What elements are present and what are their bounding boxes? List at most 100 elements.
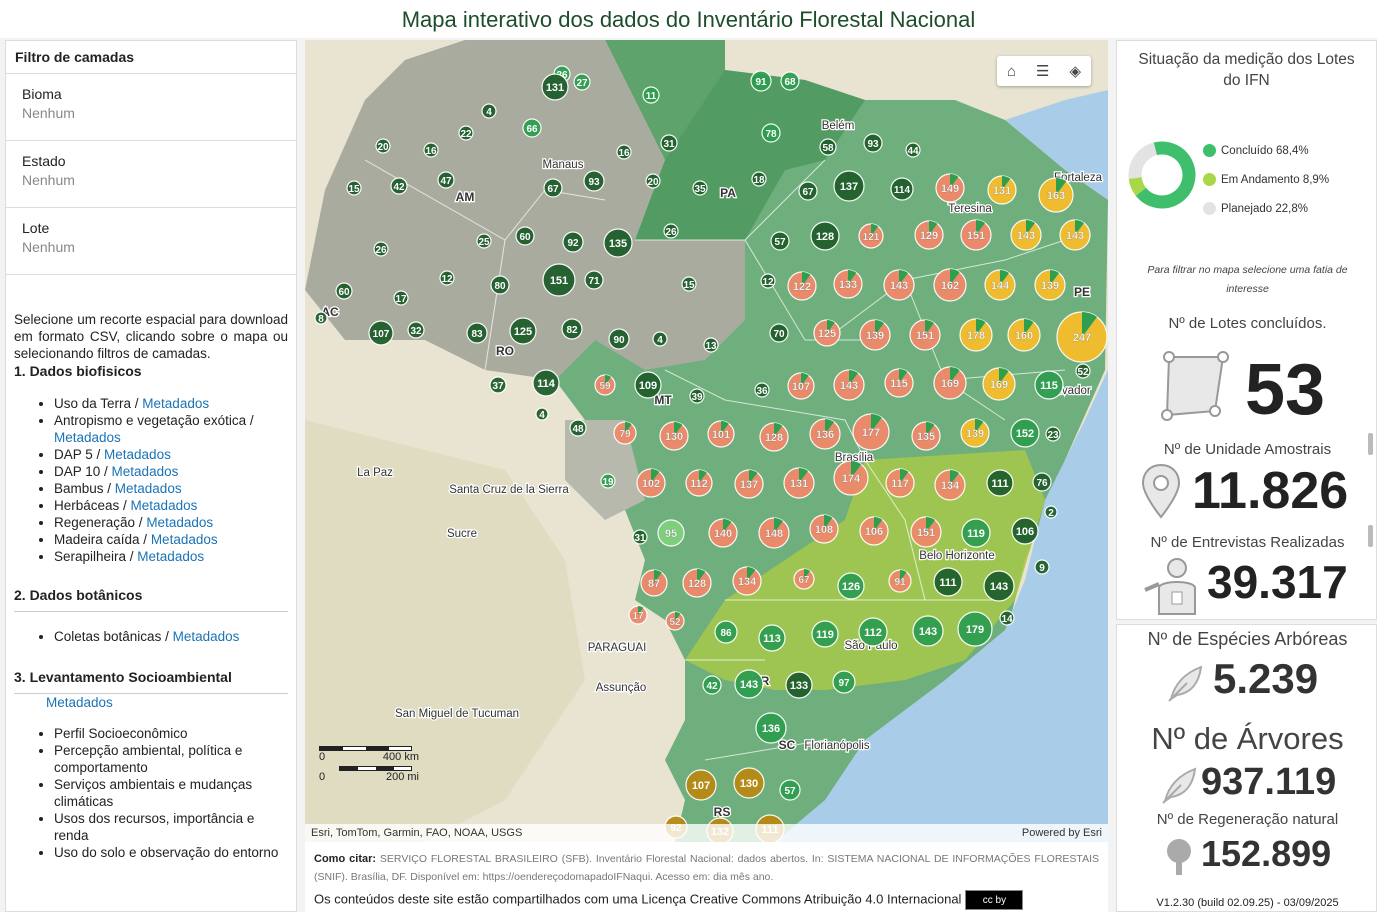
legend-andamento[interactable]: Em Andamento 8,9%: [1203, 165, 1329, 194]
metadata-link[interactable]: Metadados: [137, 549, 205, 564]
cluster-marker[interactable]: [1045, 426, 1061, 442]
cluster-marker[interactable]: [702, 675, 722, 695]
cluster-marker[interactable]: [833, 170, 865, 202]
cluster-marker[interactable]: [986, 469, 1014, 497]
cluster-marker[interactable]: [750, 70, 772, 92]
cluster-marker[interactable]: [769, 323, 789, 343]
cluster-marker[interactable]: [890, 177, 914, 201]
cluster-marker[interactable]: [1034, 559, 1050, 575]
metadata-link[interactable]: Metadados: [172, 629, 240, 644]
cluster-marker[interactable]: [733, 767, 765, 799]
cluster-marker[interactable]: [760, 273, 776, 289]
cluster-marker[interactable]: [561, 318, 583, 340]
donut-slice-1[interactable]: [1128, 176, 1147, 196]
cluster-marker[interactable]: [390, 177, 408, 195]
donut-slice-2[interactable]: [1128, 142, 1158, 179]
metadata-link[interactable]: Metadados: [142, 396, 210, 411]
cluster-marker[interactable]: [335, 282, 353, 300]
cluster-marker[interactable]: [657, 519, 685, 547]
cluster-marker[interactable]: [634, 371, 662, 399]
cluster-marker[interactable]: [642, 86, 660, 104]
cluster-marker[interactable]: [584, 270, 604, 290]
cluster-marker[interactable]: [515, 226, 535, 246]
cluster-marker[interactable]: [489, 376, 507, 394]
status-donut-chart[interactable]: [1127, 140, 1197, 210]
cluster-marker[interactable]: [608, 328, 630, 350]
metadata-link[interactable]: Metadados: [130, 498, 198, 513]
cluster-marker[interactable]: [437, 171, 455, 189]
cluster-marker[interactable]: [1034, 370, 1064, 400]
cluster-marker[interactable]: [961, 518, 991, 548]
cluster-marker[interactable]: [583, 170, 605, 192]
cluster-marker[interactable]: [863, 133, 883, 153]
cluster-marker[interactable]: [714, 620, 738, 644]
cluster-marker[interactable]: [541, 73, 569, 101]
legend-planejado[interactable]: Planejado 22,8%: [1203, 194, 1329, 223]
list-icon[interactable]: ☰: [1036, 63, 1050, 80]
cluster-marker[interactable]: [754, 382, 770, 398]
home-icon[interactable]: ⌂: [1006, 62, 1017, 80]
cluster-marker[interactable]: [1011, 517, 1039, 545]
cluster-marker[interactable]: [703, 337, 719, 353]
cluster-marker[interactable]: [832, 670, 856, 694]
cluster-marker[interactable]: [645, 173, 661, 189]
metadata-link[interactable]: Metadados: [146, 515, 214, 530]
cluster-marker[interactable]: [692, 180, 708, 196]
cluster-marker[interactable]: [652, 331, 668, 347]
cluster-marker[interactable]: [632, 529, 648, 545]
cluster-marker[interactable]: [616, 144, 632, 160]
cluster-marker[interactable]: [573, 73, 591, 91]
layers-icon[interactable]: ◈: [1069, 63, 1081, 80]
cluster-marker[interactable]: [373, 241, 389, 257]
cc-by-icon[interactable]: cc by: [965, 890, 1024, 910]
legend-concluido[interactable]: Concluído 68,4%: [1203, 136, 1329, 165]
cluster-marker[interactable]: [858, 617, 888, 647]
cluster-marker[interactable]: [368, 320, 394, 346]
cluster-marker[interactable]: [905, 142, 921, 158]
metadata-link[interactable]: Metadados: [111, 464, 179, 479]
cluster-marker[interactable]: [663, 223, 679, 239]
cluster-marker[interactable]: [912, 615, 944, 647]
cluster-marker[interactable]: [543, 178, 563, 198]
cluster-marker[interactable]: [957, 611, 993, 647]
cluster-marker[interactable]: [603, 228, 633, 258]
cluster-marker[interactable]: [509, 317, 537, 345]
metadata-link[interactable]: Metadados: [114, 481, 182, 496]
cluster-marker[interactable]: [600, 473, 616, 489]
filter-estado[interactable]: Estado Nenhum: [6, 140, 296, 207]
socio-metadata-link[interactable]: Metadados: [46, 695, 113, 710]
cluster-marker[interactable]: [1044, 505, 1058, 519]
scrollbar-thumb[interactable]: [1368, 433, 1373, 455]
cluster-marker[interactable]: [542, 263, 576, 297]
cluster-marker[interactable]: [1010, 418, 1040, 448]
cluster-marker[interactable]: [758, 624, 786, 652]
cluster-marker[interactable]: [407, 321, 425, 339]
scrollbar-thumb[interactable]: [1368, 525, 1373, 547]
cluster-marker[interactable]: [423, 142, 439, 158]
cluster-marker[interactable]: [681, 276, 697, 292]
cluster-marker[interactable]: [375, 138, 391, 154]
cluster-marker[interactable]: [660, 134, 678, 152]
cluster-marker[interactable]: [562, 231, 584, 253]
cluster-marker[interactable]: [837, 572, 865, 600]
powered-by-esri[interactable]: Powered by Esri: [1021, 827, 1102, 839]
donut-slice-0[interactable]: [1135, 141, 1196, 209]
cluster-marker[interactable]: [476, 233, 492, 249]
cluster-marker[interactable]: [685, 769, 717, 801]
cluster-marker[interactable]: [983, 570, 1015, 602]
metadata-link[interactable]: Metadados: [104, 447, 171, 462]
cluster-marker[interactable]: [569, 419, 587, 437]
cluster-marker[interactable]: [770, 231, 790, 251]
cluster-marker[interactable]: [1032, 472, 1052, 492]
cluster-marker[interactable]: [522, 118, 542, 138]
cluster-marker[interactable]: [1075, 363, 1091, 379]
cluster-marker[interactable]: [314, 311, 328, 325]
cluster-marker[interactable]: [810, 221, 840, 251]
cluster-marker[interactable]: [761, 123, 781, 143]
cluster-marker[interactable]: [798, 181, 818, 201]
cluster-marker[interactable]: [689, 388, 705, 404]
cluster-marker[interactable]: [779, 779, 801, 801]
cluster-marker[interactable]: [532, 369, 560, 397]
